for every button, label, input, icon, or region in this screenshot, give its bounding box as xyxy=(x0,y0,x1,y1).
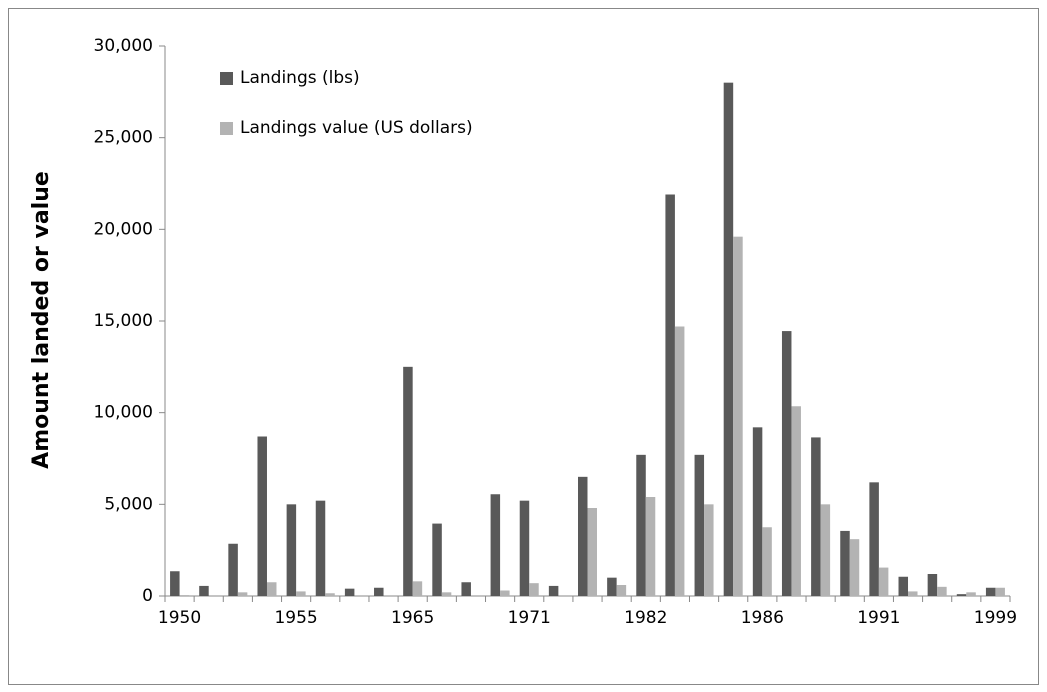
bar xyxy=(519,500,530,596)
y-tick-label: 10,000 xyxy=(94,403,153,423)
x-tick-label: 1955 xyxy=(274,608,317,628)
bar xyxy=(985,587,996,596)
legend-swatch xyxy=(220,72,233,85)
bar xyxy=(257,436,267,596)
bar xyxy=(820,504,831,596)
y-tick-label: 5,000 xyxy=(104,494,153,514)
bar xyxy=(548,585,559,596)
bar xyxy=(500,590,510,596)
y-axis-title: Amount landed or value xyxy=(29,171,54,469)
bar xyxy=(344,588,355,596)
bar xyxy=(995,587,1005,596)
bar xyxy=(966,592,976,596)
bar xyxy=(286,504,297,596)
bar xyxy=(674,326,685,596)
bar xyxy=(374,587,384,596)
x-tick-label: 1982 xyxy=(624,608,667,628)
bar xyxy=(956,594,967,596)
bar xyxy=(645,497,656,596)
bar xyxy=(441,592,452,596)
bar xyxy=(461,582,471,596)
bar xyxy=(587,508,597,596)
bar xyxy=(170,571,180,596)
y-tick-label: 0 xyxy=(142,586,153,606)
bar xyxy=(733,236,743,596)
bar xyxy=(296,591,306,596)
legend-swatch xyxy=(220,122,233,135)
bar xyxy=(607,577,617,596)
bar xyxy=(228,543,238,596)
bar xyxy=(791,406,801,596)
bar xyxy=(811,437,821,596)
bar xyxy=(694,454,705,596)
y-tick-label: 30,000 xyxy=(94,36,153,56)
bar xyxy=(908,591,918,596)
bar xyxy=(266,582,277,596)
bar xyxy=(636,454,646,596)
bar xyxy=(665,194,675,596)
x-tick-label: 1965 xyxy=(391,608,434,628)
x-tick-label: 1991 xyxy=(857,608,900,628)
bar xyxy=(869,482,879,596)
bar xyxy=(762,527,772,596)
bar xyxy=(781,331,792,596)
bar xyxy=(490,494,501,596)
bar xyxy=(432,523,442,596)
bar xyxy=(878,567,889,596)
bar xyxy=(723,82,734,596)
bar xyxy=(840,530,850,596)
x-tick-label: 1971 xyxy=(508,608,551,628)
bar xyxy=(179,595,190,596)
bar xyxy=(752,427,763,596)
bar xyxy=(237,592,248,596)
y-tick-label: 20,000 xyxy=(94,219,153,239)
legend-label: Landings (lbs) xyxy=(240,68,360,88)
y-tick-label: 25,000 xyxy=(94,128,153,148)
bar xyxy=(898,576,909,596)
legend-label: Landings value (US dollars) xyxy=(240,118,473,138)
bar xyxy=(927,574,938,596)
bar xyxy=(937,586,947,596)
bar xyxy=(315,500,326,596)
bar xyxy=(616,585,627,596)
bar xyxy=(325,593,335,596)
x-tick-label: 1986 xyxy=(741,608,784,628)
x-tick-label: 1950 xyxy=(158,608,201,628)
bar xyxy=(704,504,714,596)
x-tick-label: 1999 xyxy=(974,608,1017,628)
bar xyxy=(199,585,209,596)
bar xyxy=(849,539,860,596)
bar xyxy=(578,476,588,596)
bar xyxy=(529,583,539,596)
bar xyxy=(412,581,423,596)
y-tick-label: 15,000 xyxy=(94,311,153,331)
bar xyxy=(403,366,413,596)
